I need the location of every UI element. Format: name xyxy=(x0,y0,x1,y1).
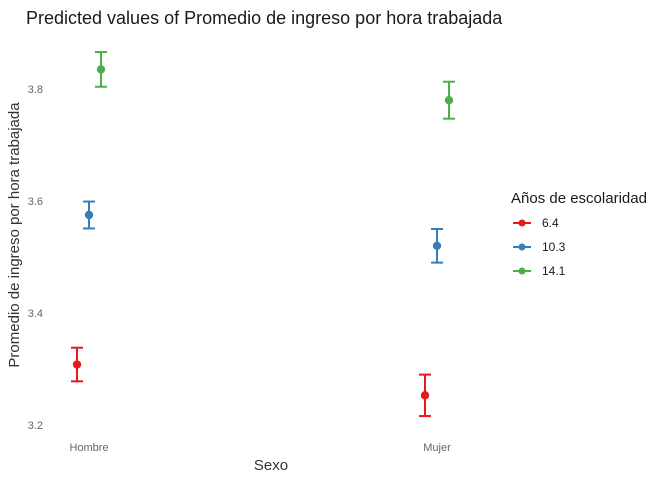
legend-item: 6.4 xyxy=(513,216,559,230)
point-group xyxy=(95,51,107,88)
point-group xyxy=(443,80,455,120)
plot-area xyxy=(71,51,455,418)
legend-key-point xyxy=(518,267,526,275)
y-axis-title: Promedio de ingreso por hora trabajada xyxy=(6,102,23,368)
y-tick-label: 3.4 xyxy=(28,308,43,320)
data-point xyxy=(72,360,82,369)
y-axis-ticks: 3.2 3.4 3.6 3.8 xyxy=(28,84,43,432)
legend-label: 14.1 xyxy=(542,264,566,278)
y-tick-label: 3.6 xyxy=(28,196,43,208)
legend: Años de escolaridad 6.4 10.3 14.1 xyxy=(511,190,647,278)
point-group xyxy=(83,200,95,230)
data-point xyxy=(420,391,430,400)
point-group xyxy=(431,228,443,264)
chart-title: Predicted values of Promedio de ingreso … xyxy=(26,8,503,28)
legend-title: Años de escolaridad xyxy=(511,190,647,207)
y-tick-label: 3.2 xyxy=(28,420,43,432)
x-axis-title: Sexo xyxy=(254,457,288,474)
point-group xyxy=(71,346,83,383)
legend-key-point xyxy=(518,243,526,251)
data-point xyxy=(96,65,106,74)
data-point xyxy=(444,96,454,105)
data-point xyxy=(432,241,442,250)
legend-key-point xyxy=(518,219,526,227)
point-group xyxy=(419,373,431,418)
legend-label: 6.4 xyxy=(542,216,559,230)
x-tick-label: Mujer xyxy=(423,442,451,454)
legend-label: 10.3 xyxy=(542,240,566,254)
x-axis-ticks: Hombre Mujer xyxy=(69,442,451,454)
legend-item: 14.1 xyxy=(513,264,566,278)
y-tick-label: 3.8 xyxy=(28,84,43,96)
legend-item: 10.3 xyxy=(513,240,566,254)
x-tick-label: Hombre xyxy=(69,442,108,454)
data-point xyxy=(84,210,94,220)
